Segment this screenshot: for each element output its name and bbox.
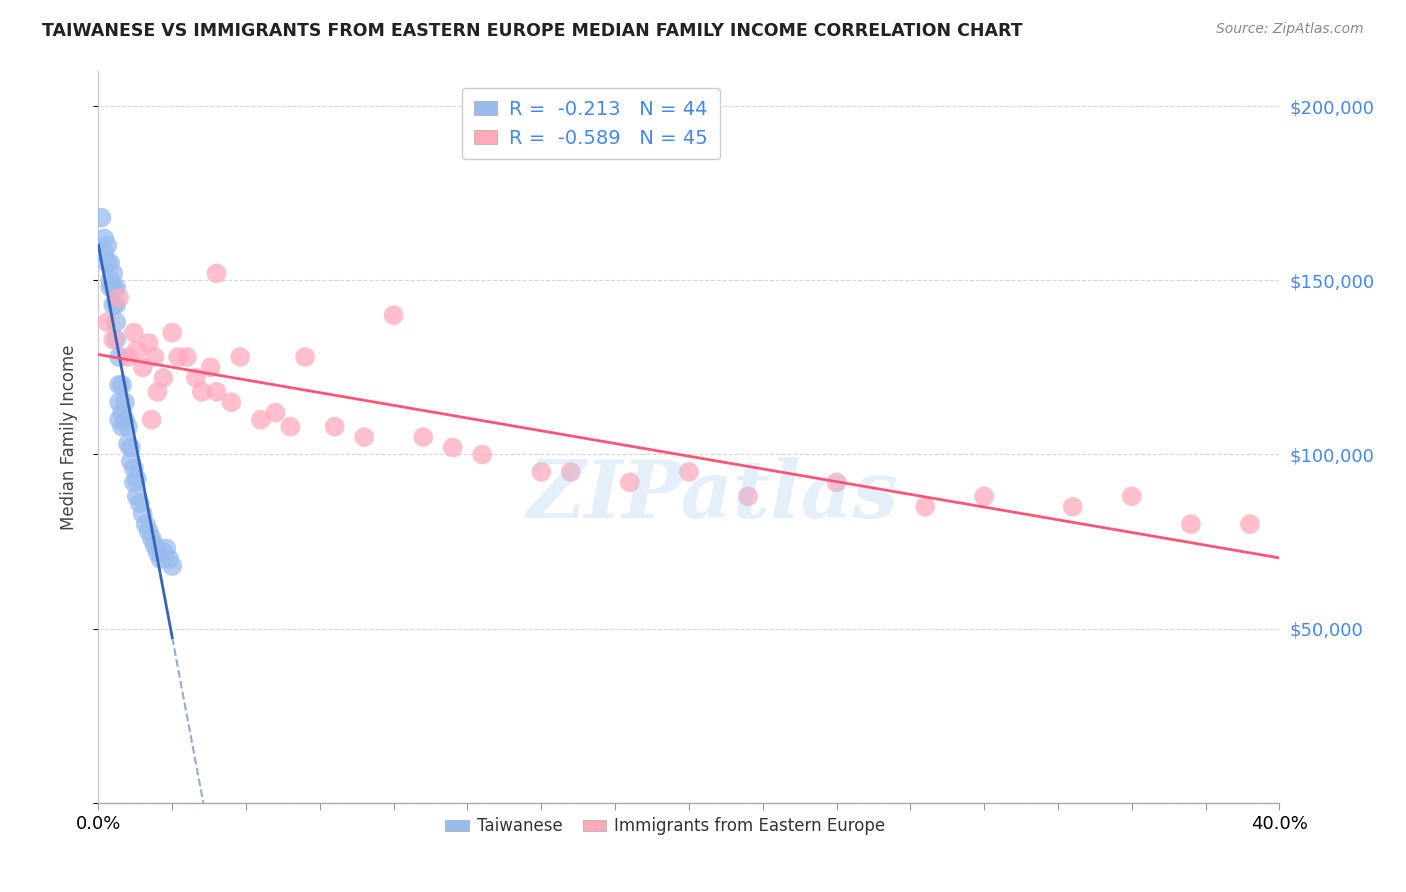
Y-axis label: Median Family Income: Median Family Income [59, 344, 77, 530]
Point [103, 266, 125, 280]
Point [117, 350, 139, 364]
Point [108, 291, 131, 305]
Point [141, 531, 163, 545]
Point [250, 412, 273, 426]
Point [120, 454, 142, 468]
Point [125, 343, 148, 357]
Point [1180, 517, 1202, 532]
Point [90, 211, 112, 225]
Point [152, 371, 174, 385]
Point [125, 489, 148, 503]
Point [111, 406, 134, 420]
Point [382, 308, 405, 322]
Point [143, 538, 166, 552]
Point [138, 524, 160, 538]
Point [132, 507, 155, 521]
Point [229, 350, 252, 364]
Point [114, 412, 136, 426]
Point [176, 350, 198, 364]
Point [125, 472, 148, 486]
Point [155, 541, 177, 556]
Point [132, 360, 155, 375]
Text: ZIPatlas: ZIPatlas [526, 457, 898, 534]
Point [678, 465, 700, 479]
Point [200, 360, 222, 375]
Point [205, 384, 228, 399]
Point [111, 419, 134, 434]
Point [1121, 489, 1143, 503]
Point [560, 465, 582, 479]
Point [93, 231, 115, 245]
Point [323, 419, 346, 434]
Point [280, 419, 302, 434]
Point [96, 238, 118, 252]
Point [205, 266, 228, 280]
Point [1062, 500, 1084, 514]
Text: Source: ZipAtlas.com: Source: ZipAtlas.com [1216, 22, 1364, 37]
Point [96, 315, 118, 329]
Point [122, 461, 145, 475]
Point [98, 273, 121, 287]
Point [530, 465, 553, 479]
Point [105, 298, 128, 312]
Point [105, 333, 128, 347]
Point [1239, 517, 1261, 532]
Point [264, 406, 287, 420]
Point [441, 441, 464, 455]
Point [122, 326, 145, 340]
Point [167, 350, 190, 364]
Point [152, 545, 174, 559]
Point [825, 475, 848, 490]
Point [108, 395, 131, 409]
Point [117, 419, 139, 434]
Point [98, 280, 121, 294]
Point [98, 256, 121, 270]
Point [162, 326, 183, 340]
Point [103, 333, 125, 347]
Point [146, 545, 169, 559]
Point [111, 377, 134, 392]
Point [105, 315, 128, 329]
Text: TAIWANESE VS IMMIGRANTS FROM EASTERN EUROPE MEDIAN FAMILY INCOME CORRELATION CHA: TAIWANESE VS IMMIGRANTS FROM EASTERN EUR… [42, 22, 1022, 40]
Point [737, 489, 759, 503]
Point [108, 377, 131, 392]
Point [122, 475, 145, 490]
Point [143, 350, 166, 364]
Point [162, 558, 183, 573]
Point [108, 412, 131, 426]
Point [191, 384, 214, 399]
Point [96, 256, 118, 270]
Point [221, 395, 243, 409]
Point [135, 517, 157, 532]
Point [149, 552, 172, 566]
Point [138, 336, 160, 351]
Point [619, 475, 641, 490]
Point [93, 245, 115, 260]
Point [114, 395, 136, 409]
Point [184, 371, 207, 385]
Legend: Taiwanese, Immigrants from Eastern Europe: Taiwanese, Immigrants from Eastern Europ… [439, 811, 891, 842]
Point [353, 430, 375, 444]
Point [471, 448, 494, 462]
Point [294, 350, 316, 364]
Point [914, 500, 936, 514]
Point [103, 298, 125, 312]
Point [141, 412, 163, 426]
Point [103, 280, 125, 294]
Point [108, 350, 131, 364]
Point [117, 437, 139, 451]
Point [412, 430, 434, 444]
Point [157, 552, 180, 566]
Point [973, 489, 995, 503]
Point [128, 496, 150, 510]
Point [120, 441, 142, 455]
Point [105, 280, 128, 294]
Point [146, 384, 169, 399]
